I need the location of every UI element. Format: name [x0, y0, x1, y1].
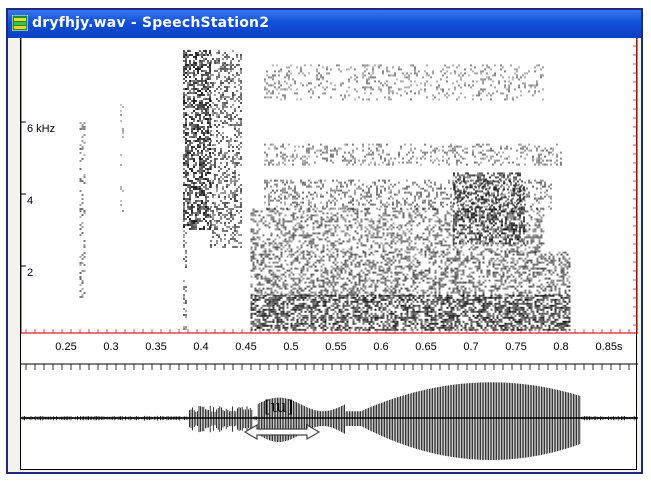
spectrogram-display [21, 38, 638, 334]
time-label: 0.45 [235, 341, 257, 353]
spectrogram-panel[interactable]: 6 kHz 4 2 [21, 38, 638, 334]
time-label: 0.85s [595, 341, 623, 353]
waveform-panel[interactable] [21, 362, 638, 470]
time-label: 0.3 [103, 341, 119, 353]
time-label: 0.75 [505, 341, 527, 353]
time-label: 0.6 [373, 341, 389, 353]
time-axis: 0.25 0.3 0.35 0.4 0.45 0.5 0.55 0.6 0.65… [21, 334, 638, 362]
time-label: 0.35 [145, 341, 167, 353]
time-label: 0.65 [415, 341, 437, 353]
phoneme-label: [ɯ] [264, 397, 294, 417]
waveform-display [21, 363, 638, 460]
spectrogram-app-icon [12, 15, 28, 31]
double-headed-arrow-icon [243, 423, 321, 441]
freq-label-4: 4 [27, 195, 34, 207]
title-bar[interactable]: dryfhjy.wav - SpeechStation2 [8, 10, 641, 38]
time-label: 0.7 [463, 341, 479, 353]
main-view: 6 kHz 4 2 0.25 0.3 0.35 0.4 0.45 0.5 0.5… [20, 38, 638, 470]
window-title: dryfhjy.wav - SpeechStation2 [32, 15, 270, 31]
time-label: 0.5 [283, 341, 299, 353]
time-label: 0.55 [325, 341, 347, 353]
freq-label-6khz: 6 kHz [27, 123, 56, 135]
spectrogram-texture [79, 50, 571, 331]
freq-label-2: 2 [27, 267, 34, 279]
time-label: 0.25 [55, 341, 77, 353]
app-window: dryfhjy.wav - SpeechStation2 6 kHz 4 2 0… [6, 8, 643, 474]
time-label: 0.4 [193, 341, 209, 353]
time-label: 0.8 [553, 341, 569, 353]
